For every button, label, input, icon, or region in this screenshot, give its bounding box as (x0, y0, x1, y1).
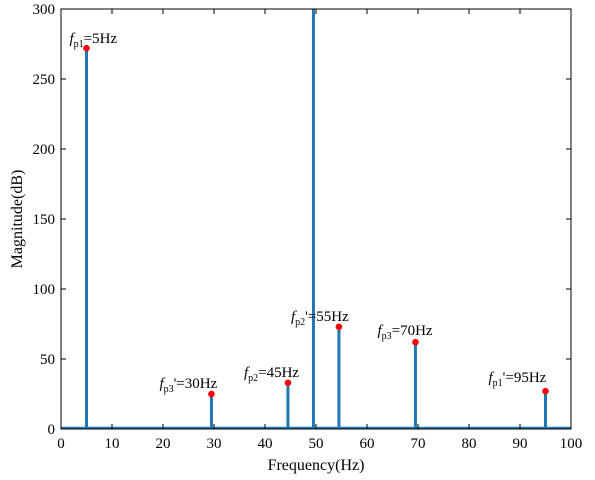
peak-annotation-0: fp1=5Hz (70, 31, 118, 50)
tick-layer: 0 10 20 30 40 50 60 70 80 90 100 0 50 100 150 200 250 300 (33, 2, 583, 452)
y-tick-label-0: 0 (48, 422, 56, 438)
x-tick-label-10: 100 (560, 436, 583, 452)
y-tick-label-2: 100 (33, 282, 56, 298)
x-tick-label-5: 50 (309, 436, 324, 452)
peak-marker-0 (83, 44, 90, 52)
x-tick-label-2: 20 (156, 436, 171, 452)
x-tick-label-8: 80 (462, 436, 477, 452)
x-tick-label-9: 90 (513, 436, 528, 452)
peak-annotation-2: fp2=45Hz (244, 365, 299, 384)
x-tick-label-0: 0 (57, 436, 65, 452)
peak-marker-5 (412, 338, 419, 346)
y-axis-label: Magnitude(dB) (9, 170, 26, 269)
plot-area (61, 9, 571, 429)
y-tick-label-5: 250 (33, 72, 56, 88)
y-tick-label-3: 150 (33, 212, 56, 228)
y-tick-label-4: 200 (33, 142, 56, 158)
peak-annotation-1: fp3'=30Hz (159, 376, 217, 395)
marker-layer (83, 44, 549, 398)
annotation-layer: fp1=5Hz fp3'=30Hz fp2=45Hz fp2'=55Hz fp3=70H… (70, 31, 547, 395)
peak-marker-4 (335, 323, 343, 331)
x-tick-label-3: 30 (207, 436, 222, 452)
peak-marker-2 (284, 379, 292, 387)
peak-annotation-3: fp2'=55Hz (291, 309, 349, 328)
x-axis-label: Frequency(Hz) (268, 457, 365, 474)
x-tick-label-6: 60 (360, 436, 375, 452)
peak-marker-1 (208, 390, 215, 398)
y-tick-label-1: 50 (40, 352, 55, 368)
peak-marker-6 (542, 387, 549, 395)
y-tick-label-6: 300 (33, 2, 56, 18)
peak-annotation-5: fp1'=95Hz (489, 370, 547, 389)
x-tick-label-7: 70 (411, 436, 426, 452)
x-tick-label-4: 40 (258, 436, 273, 452)
peak-annotation-4: fp3=70Hz (377, 323, 432, 342)
x-tick-label-1: 10 (105, 436, 120, 452)
